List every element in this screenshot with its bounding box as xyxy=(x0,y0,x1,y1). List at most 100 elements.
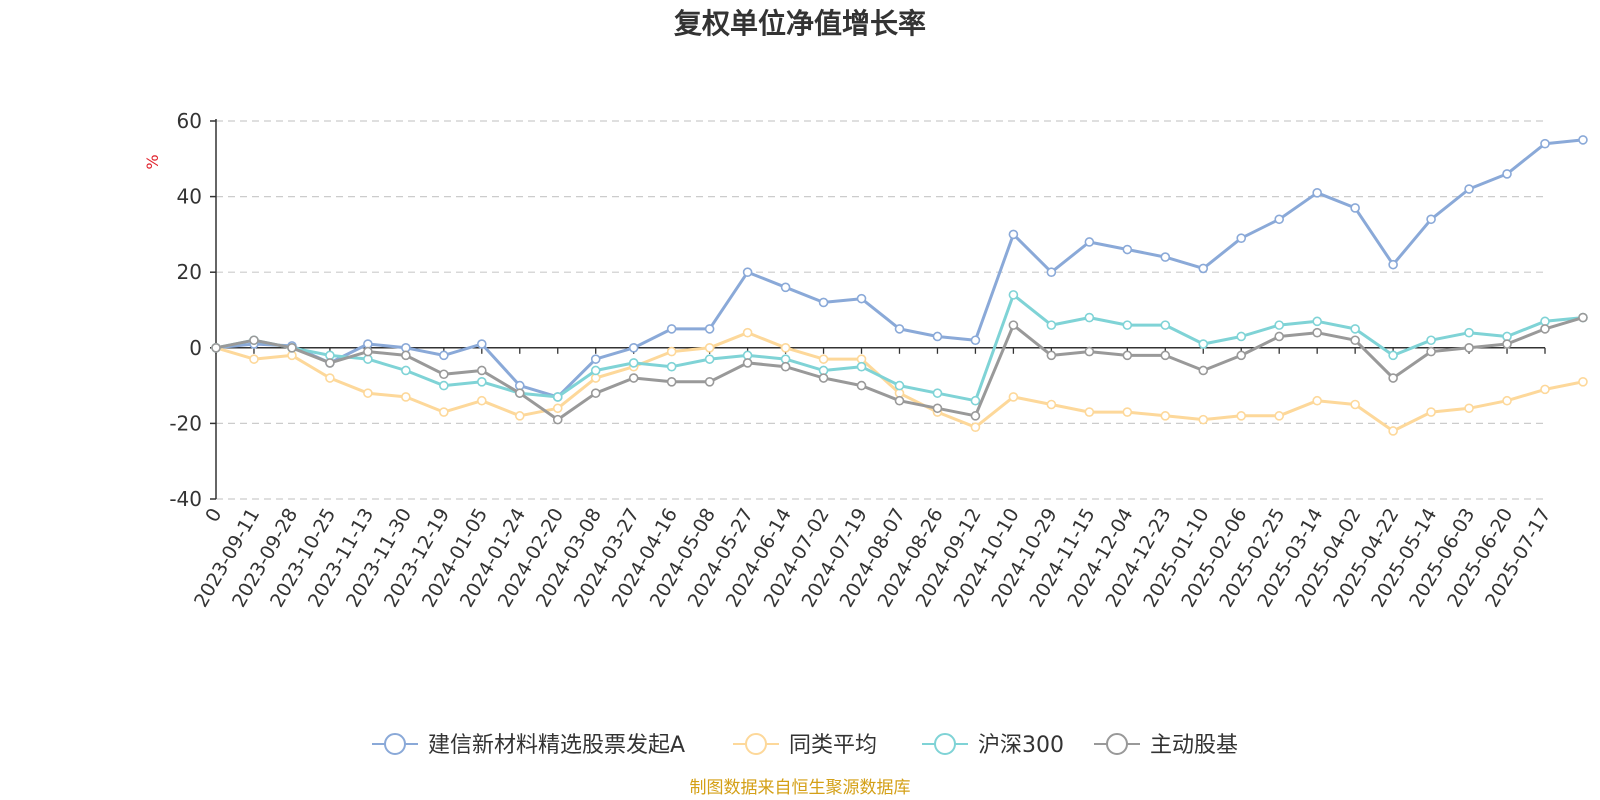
data-point xyxy=(514,388,525,398)
data-point xyxy=(628,373,639,383)
legend-marker xyxy=(934,733,956,755)
data-point xyxy=(1198,263,1209,274)
data-point xyxy=(1578,135,1588,145)
data-point xyxy=(932,403,943,414)
data-point xyxy=(1350,203,1360,213)
data-point xyxy=(1540,138,1550,149)
series-3 xyxy=(211,312,1588,425)
data-point xyxy=(818,297,829,308)
data-point xyxy=(1046,399,1057,410)
data-point xyxy=(742,267,753,278)
data-point xyxy=(1198,339,1209,349)
data-point xyxy=(363,346,373,357)
data-point xyxy=(552,392,563,402)
grid-lines xyxy=(216,120,1545,500)
data-point xyxy=(1236,350,1247,361)
data-point xyxy=(932,331,943,342)
data-point xyxy=(1578,377,1588,387)
series-0 xyxy=(211,135,1588,402)
data-point xyxy=(249,335,259,346)
legend-item[interactable]: 建信新材料精选股票发起A xyxy=(372,733,685,758)
data-point xyxy=(1312,188,1322,198)
data-point xyxy=(1464,184,1474,194)
data-point xyxy=(1502,169,1512,179)
data-point xyxy=(211,342,221,353)
data-point xyxy=(704,377,715,387)
data-point xyxy=(1198,414,1209,425)
data-point xyxy=(363,388,373,398)
data-point xyxy=(1426,335,1436,346)
data-point xyxy=(932,388,943,398)
data-point xyxy=(1236,411,1247,421)
data-point xyxy=(1540,384,1550,395)
data-point xyxy=(970,335,981,346)
data-point xyxy=(1160,320,1171,330)
data-point xyxy=(325,358,335,368)
data-point xyxy=(1502,339,1512,349)
data-point xyxy=(476,365,487,376)
data-point xyxy=(1236,233,1247,243)
data-point xyxy=(1388,350,1398,361)
legend-item[interactable]: 同类平均 xyxy=(733,733,877,758)
data-point xyxy=(780,282,791,293)
legend-item[interactable]: 主动股基 xyxy=(1094,733,1238,758)
data-point xyxy=(704,324,715,334)
data-point xyxy=(552,403,563,414)
legend-label: 主动股基 xyxy=(1150,733,1238,758)
data-point xyxy=(742,358,753,368)
data-point xyxy=(1274,411,1284,421)
data-point xyxy=(818,354,829,364)
data-source-note: 制图数据来自恒生聚源数据库 xyxy=(690,778,911,798)
data-point xyxy=(1046,350,1057,361)
data-point xyxy=(1274,331,1284,342)
data-point xyxy=(1122,244,1133,255)
data-point xyxy=(249,354,259,364)
data-point xyxy=(1084,407,1095,417)
data-point xyxy=(1274,214,1284,225)
data-point xyxy=(476,377,487,387)
data-point xyxy=(325,373,335,383)
axes xyxy=(210,119,1546,500)
data-point xyxy=(628,358,639,368)
data-point xyxy=(1046,320,1057,330)
data-point xyxy=(476,395,487,406)
data-point xyxy=(401,365,411,376)
data-point xyxy=(590,365,601,376)
data-point xyxy=(742,327,753,338)
data-point xyxy=(1122,350,1133,361)
data-point xyxy=(1502,395,1512,406)
y-tick-label: 40 xyxy=(177,185,202,209)
y-tick-label: 0 xyxy=(189,336,202,360)
data-point xyxy=(1046,267,1057,278)
data-point xyxy=(1464,327,1474,338)
data-point xyxy=(1160,252,1171,262)
data-point xyxy=(1084,346,1095,357)
y-axis-unit: % xyxy=(143,154,162,169)
data-point xyxy=(780,361,791,372)
data-point xyxy=(704,342,715,353)
legend-marker xyxy=(745,733,767,755)
data-point xyxy=(287,342,297,353)
legend-label: 沪深300 xyxy=(978,733,1064,758)
data-point xyxy=(894,395,905,406)
legend-item[interactable]: 沪深300 xyxy=(922,733,1064,758)
data-point xyxy=(1350,399,1360,410)
legend[interactable]: 建信新材料精选股票发起A 同类平均 沪深300 主动股基 xyxy=(372,733,1238,758)
data-point xyxy=(1426,214,1436,225)
data-point xyxy=(1540,324,1550,334)
data-point xyxy=(856,361,867,372)
data-point xyxy=(666,377,677,387)
data-point xyxy=(1122,407,1133,417)
data-point xyxy=(1426,346,1436,357)
data-point xyxy=(856,293,867,304)
data-point xyxy=(439,380,449,391)
data-point xyxy=(1312,316,1322,327)
data-point xyxy=(970,411,981,421)
data-point xyxy=(666,346,677,357)
data-point xyxy=(1578,312,1588,323)
data-point xyxy=(590,388,601,398)
series-line xyxy=(215,138,1584,399)
data-point xyxy=(1236,331,1247,342)
data-point xyxy=(856,380,867,391)
